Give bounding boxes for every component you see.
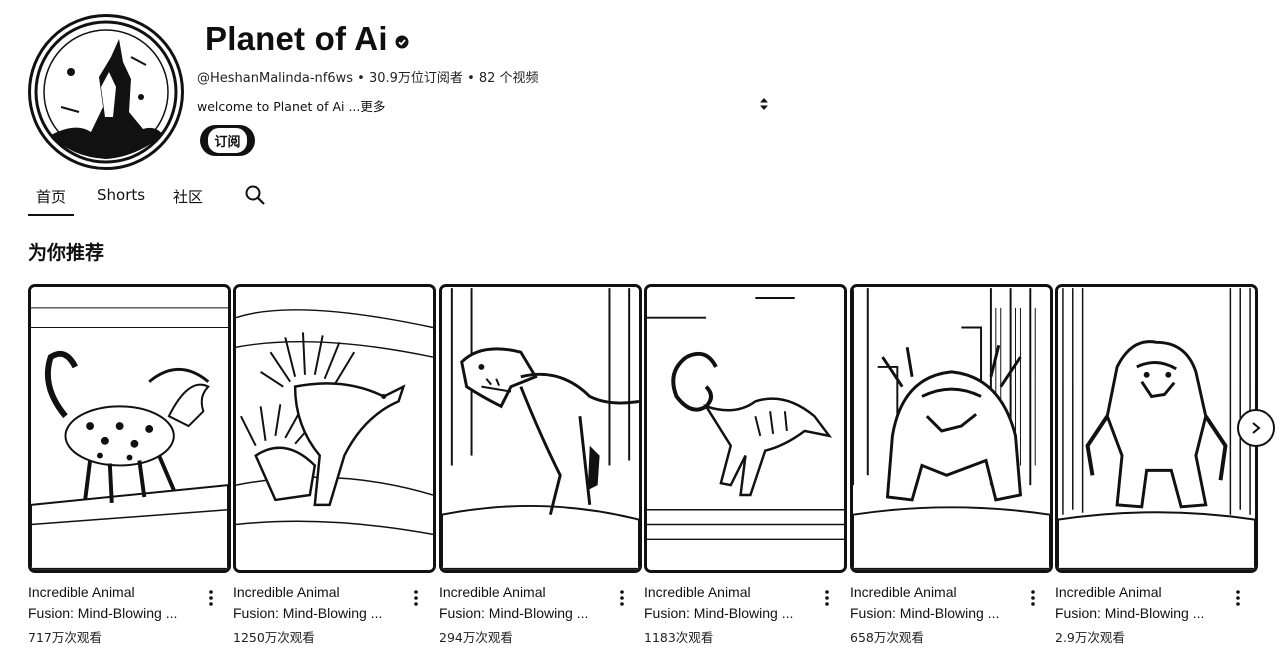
- more-options-icon[interactable]: [1026, 588, 1040, 608]
- more-options-icon[interactable]: [1231, 588, 1245, 608]
- more-link[interactable]: 更多: [360, 99, 386, 114]
- video-title[interactable]: Incredible Animal Fusion: Mind-Blowing .…: [1055, 582, 1233, 624]
- tab-home[interactable]: 首页: [36, 188, 67, 206]
- more-options-icon[interactable]: [820, 588, 834, 608]
- video-title-line2: Fusion: Mind-Blowing ...: [439, 605, 589, 621]
- video-count: 82 个视频: [478, 71, 539, 86]
- leopard-horse-fusion-icon: [31, 288, 228, 570]
- video-title-line1: Incredible Animal: [850, 584, 957, 600]
- video-title-line2: Fusion: Mind-Blowing ...: [233, 605, 383, 621]
- more-options-icon[interactable]: [204, 588, 218, 608]
- carousel-next-button[interactable]: [1237, 409, 1275, 447]
- channel-handle[interactable]: @HeshanMalinda-nf6ws: [197, 71, 354, 86]
- city-monster-fusion-icon: [853, 288, 1050, 570]
- video-thumbnail[interactable]: [644, 284, 847, 573]
- verified-badge-icon: [395, 35, 409, 49]
- channel-description[interactable]: welcome to Planet of Ai ...更多: [197, 96, 385, 115]
- video-thumbnail[interactable]: [850, 284, 1053, 573]
- video-card[interactable]: Incredible Animal Fusion: Mind-Blowing .…: [644, 284, 847, 645]
- video-views: 294万次观看: [439, 630, 513, 645]
- video-title-line2: Fusion: Mind-Blowing ...: [644, 605, 794, 621]
- video-views: 1183次观看: [644, 630, 714, 645]
- video-thumbnail[interactable]: [1055, 284, 1258, 573]
- tab-shorts[interactable]: Shorts: [97, 186, 146, 204]
- video-thumbnail[interactable]: [233, 284, 436, 573]
- video-views: 658万次观看: [850, 630, 924, 645]
- video-title-line2: Fusion: Mind-Blowing ...: [1055, 605, 1205, 621]
- subscribe-label: 订阅: [208, 128, 247, 153]
- video-views: 1250万次观看: [233, 630, 315, 645]
- video-title[interactable]: Incredible Animal Fusion: Mind-Blowing .…: [644, 582, 822, 624]
- video-views: 2.9万次观看: [1055, 630, 1125, 645]
- description-text: welcome to Planet of Ai ...: [197, 99, 361, 114]
- video-title[interactable]: Incredible Animal Fusion: Mind-Blowing .…: [439, 582, 617, 624]
- video-card[interactable]: Incredible Animal Fusion: Mind-Blowing .…: [850, 284, 1053, 645]
- section-title: 为你推荐: [28, 242, 105, 264]
- howling-wolf-avatar-icon: [34, 20, 178, 164]
- dinosaur-fusion-icon: [647, 288, 844, 569]
- video-title-line1: Incredible Animal: [233, 584, 340, 600]
- video-title[interactable]: Incredible Animal Fusion: Mind-Blowing .…: [850, 582, 1028, 624]
- resize-handle-icon: [760, 98, 768, 110]
- subscriber-count: 30.9万位订阅者: [368, 71, 463, 86]
- t-rex-fusion-icon: [442, 288, 639, 570]
- video-card[interactable]: Incredible Animal Fusion: Mind-Blowing .…: [28, 284, 231, 645]
- video-card[interactable]: Incredible Animal Fusion: Mind-Blowing .…: [1055, 284, 1258, 645]
- video-views: 717万次观看: [28, 630, 102, 645]
- channel-meta: @HeshanMalinda-nf6ws • 30.9万位订阅者 • 82 个视…: [197, 67, 539, 86]
- meta-separator: •: [462, 71, 479, 86]
- video-thumbnail[interactable]: [439, 284, 642, 573]
- more-options-icon[interactable]: [615, 588, 629, 608]
- video-title-line1: Incredible Animal: [644, 584, 751, 600]
- more-options-icon[interactable]: [409, 588, 423, 608]
- video-title-line1: Incredible Animal: [28, 584, 135, 600]
- video-card[interactable]: Incredible Animal Fusion: Mind-Blowing .…: [439, 284, 642, 645]
- video-title[interactable]: Incredible Animal Fusion: Mind-Blowing .…: [28, 582, 206, 624]
- meta-separator: •: [353, 71, 369, 86]
- subscribe-button[interactable]: 订阅: [200, 125, 255, 156]
- channel-name: Planet of Ai: [205, 20, 388, 57]
- video-title-line2: Fusion: Mind-Blowing ...: [28, 605, 178, 621]
- video-title-line1: Incredible Animal: [1055, 584, 1162, 600]
- video-card[interactable]: Incredible Animal Fusion: Mind-Blowing .…: [233, 284, 436, 645]
- active-tab-indicator: [28, 214, 74, 216]
- video-title-line2: Fusion: Mind-Blowing ...: [850, 605, 1000, 621]
- chevron-right-icon: [1252, 422, 1261, 434]
- video-thumbnail[interactable]: [28, 284, 231, 573]
- gorilla-monster-fusion-icon: [1058, 288, 1255, 570]
- porcupine-fusion-icon: [236, 288, 433, 569]
- video-title-line1: Incredible Animal: [439, 584, 546, 600]
- video-title[interactable]: Incredible Animal Fusion: Mind-Blowing .…: [233, 582, 411, 624]
- channel-avatar[interactable]: [28, 14, 184, 170]
- search-icon[interactable]: [244, 184, 266, 206]
- tab-community[interactable]: 社区: [173, 188, 204, 206]
